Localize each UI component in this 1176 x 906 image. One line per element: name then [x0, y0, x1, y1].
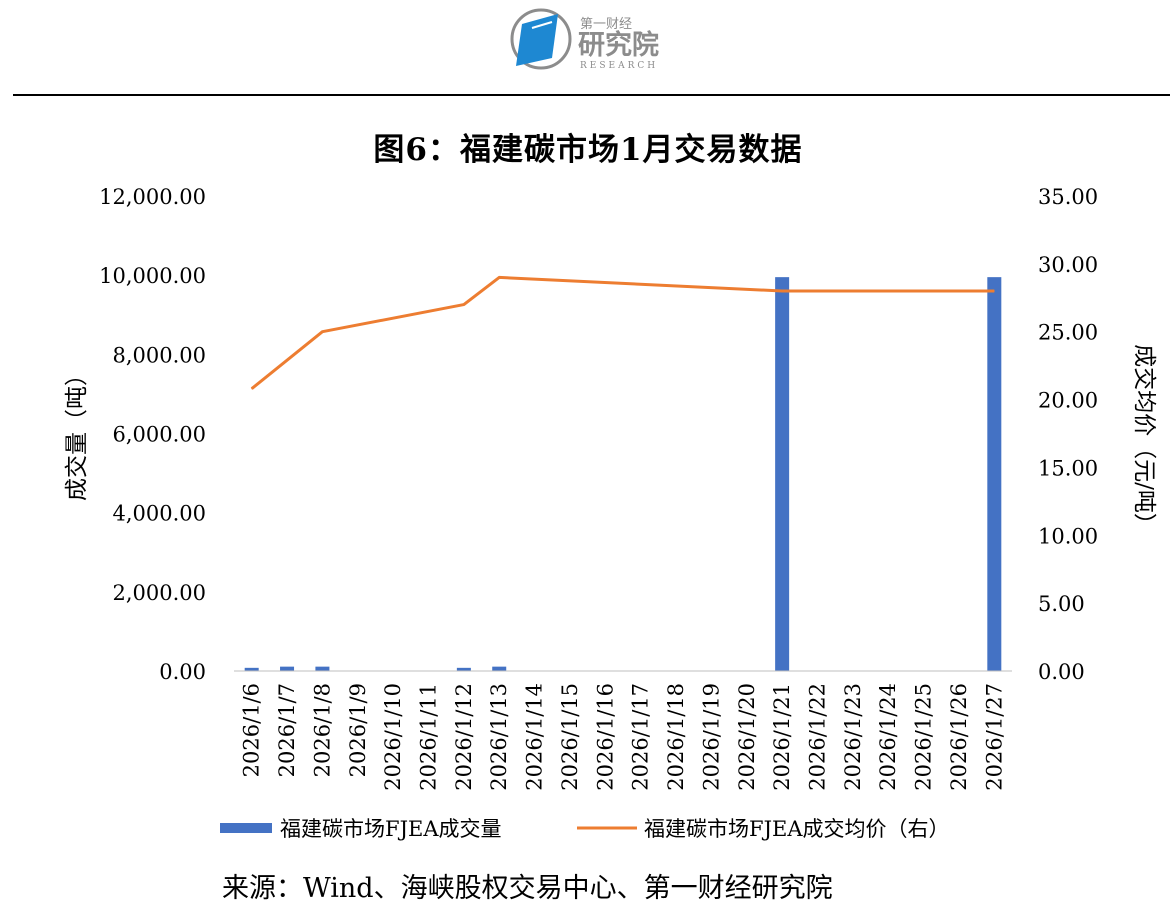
right-axis-ticks: 0.00 5.00 10.00 15.00 20.00 25.00 30.00 35.00 — [1038, 185, 1098, 684]
left-tick-label: 6,000.00 — [112, 423, 206, 447]
legend: 福建碳市场FJEA成交量 福建碳市场FJEA成交均价（右） — [220, 817, 949, 841]
logo-emblem-icon — [510, 8, 572, 70]
legend-label-line: 福建碳市场FJEA成交均价（右） — [644, 817, 949, 841]
left-axis-label: 成交量（吨） — [64, 363, 90, 501]
source-note: 来源：Wind、海峡股权交易中心、第一财经研究院 — [222, 873, 833, 904]
bar-mark — [456, 667, 471, 671]
right-tick-label: 15.00 — [1038, 456, 1098, 480]
bar-mark — [492, 666, 507, 671]
x-tick-label: 2026/1/14 — [523, 683, 547, 791]
x-tick-label: 2026/1/12 — [452, 683, 476, 791]
logo-text-sub: RESEARCH — [580, 61, 658, 71]
bar-mark — [987, 277, 1002, 671]
x-tick-label: 2026/1/17 — [629, 683, 653, 791]
x-tick-label: 2026/1/16 — [593, 683, 617, 791]
x-axis-ticks: 2026/1/6 2026/1/7 2026/1/8 2026/1/9 2026/1/1… — [240, 683, 1007, 791]
bar-mark — [775, 277, 790, 671]
line-point — [993, 290, 995, 292]
left-tick-label: 10,000.00 — [99, 264, 206, 288]
bar-series — [244, 277, 1002, 671]
right-axis-label: 成交均价（元/吨） — [1131, 344, 1157, 536]
bar-mark — [280, 666, 295, 671]
x-tick-label: 2026/1/23 — [841, 683, 865, 791]
line-point — [498, 276, 500, 278]
legend-label-bar: 福建碳市场FJEA成交量 — [280, 817, 501, 841]
x-tick-label: 2026/1/13 — [487, 683, 511, 791]
x-tick-label: 2026/1/10 — [381, 683, 405, 791]
bar-mark — [244, 667, 259, 671]
logo-text-large: 研究院 — [578, 29, 659, 61]
x-tick-label: 2026/1/22 — [806, 683, 830, 791]
report-header: 第一财经 研究院 RESEARCH — [0, 0, 1176, 96]
right-tick-label: 5.00 — [1038, 592, 1085, 616]
x-tick-label: 2026/1/21 — [770, 683, 794, 791]
chart-title: 图6：福建碳市场1月交易数据 — [373, 132, 803, 168]
right-tick-label: 0.00 — [1038, 660, 1085, 684]
x-tick-label: 2026/1/20 — [735, 683, 759, 791]
x-tick-label: 2026/1/19 — [699, 683, 723, 791]
left-tick-label: 2,000.00 — [112, 581, 206, 605]
logo-text-small: 第一财经 — [580, 17, 632, 32]
x-tick-label: 2026/1/27 — [982, 683, 1006, 791]
x-tick-label: 2026/1/6 — [240, 683, 264, 777]
line-series — [250, 275, 995, 390]
left-tick-label: 12,000.00 — [99, 185, 206, 209]
right-tick-label: 20.00 — [1038, 389, 1098, 413]
x-tick-label: 2026/1/18 — [664, 683, 688, 791]
x-tick-label: 2026/1/11 — [417, 683, 441, 791]
right-tick-label: 25.00 — [1038, 321, 1098, 345]
x-tick-label: 2026/1/25 — [912, 683, 936, 791]
right-tick-label: 10.00 — [1038, 524, 1098, 548]
x-tick-label: 2026/1/9 — [346, 683, 370, 777]
right-tick-label: 30.00 — [1038, 253, 1098, 277]
header-divider — [13, 94, 1170, 96]
x-tick-label: 2026/1/7 — [275, 683, 299, 777]
logo: 第一财经 研究院 RESEARCH — [510, 8, 659, 71]
x-tick-label: 2026/1/24 — [876, 683, 900, 791]
left-tick-label: 0.00 — [159, 660, 206, 684]
line-point — [251, 388, 253, 390]
left-tick-label: 4,000.00 — [112, 502, 206, 526]
x-tick-label: 2026/1/8 — [310, 683, 334, 777]
left-tick-label: 8,000.00 — [112, 343, 206, 367]
legend-swatch-bar — [220, 823, 272, 833]
x-tick-label: 2026/1/15 — [558, 683, 582, 791]
chart: 0.00 2,000.00 4,000.00 6,000.00 8,000.00 10,0… — [64, 185, 1157, 841]
left-axis-ticks: 0.00 2,000.00 4,000.00 6,000.00 8,000.00 10,0… — [99, 185, 206, 684]
bar-mark — [315, 666, 330, 671]
x-tick-label: 2026/1/26 — [947, 683, 971, 791]
line-point — [321, 331, 323, 333]
price-line — [250, 275, 995, 390]
line-point — [463, 304, 465, 306]
right-tick-label: 35.00 — [1038, 185, 1098, 209]
line-point — [781, 290, 783, 292]
